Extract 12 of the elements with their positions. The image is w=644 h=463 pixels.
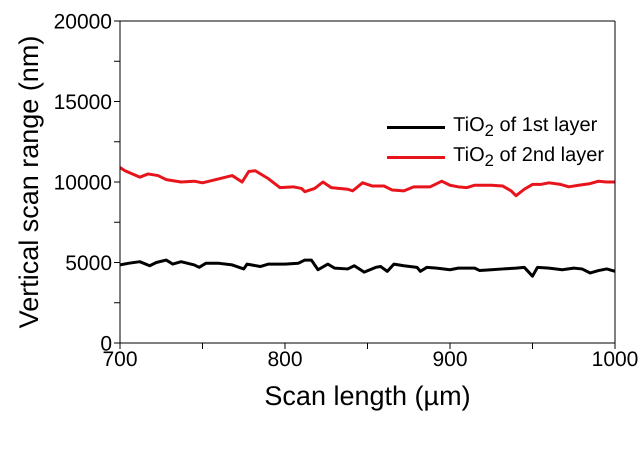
legend-label: TiO$_{2}$ of 1st layer (453, 114, 598, 140)
y-tick-label: 10000 (54, 171, 112, 194)
legend-label: TiO$_{2}$ of 2nd layer (453, 144, 604, 170)
x-tick-label: 900 (432, 348, 468, 371)
y-tick-label: 5000 (65, 252, 112, 275)
line-series (120, 166, 615, 198)
y-tick-label: 15000 (54, 90, 112, 114)
x-axis-title: Scan length (µm) (264, 381, 471, 411)
x-tick-label: 1000 (592, 348, 638, 371)
y-axis-title: Vertical scan range (nm) (14, 36, 44, 328)
x-tick-label: 800 (267, 348, 303, 371)
y-tick-label: 20000 (54, 10, 112, 34)
